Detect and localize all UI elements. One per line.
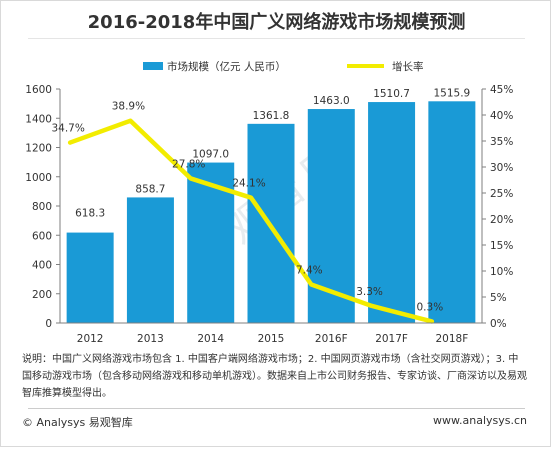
- combo-chart: 0 200 400 600 800 1000 1200 1400 1600 0% 5% 10% 15%…: [25, 60, 513, 345]
- chart-title: 2016-2018年中国广义网络游戏市场规模预测: [87, 12, 466, 33]
- x-tick-label: 2012: [77, 333, 104, 345]
- growth-line: [67, 118, 435, 324]
- x-tick-label: 2014: [197, 333, 224, 345]
- right-tick-label: 30%: [490, 162, 513, 174]
- growth-value-label: 38.9%: [112, 101, 145, 113]
- left-tick-label: 800: [32, 201, 52, 213]
- right-tick-label: 0%: [490, 318, 507, 330]
- bar-value-label: 1463.0: [313, 95, 350, 107]
- growth-value-label: 3.3%: [356, 286, 383, 298]
- bar-series: 618.3 858.7 1097.0 1361.8 1463.0 1510.7 1515.9: [66, 87, 476, 324]
- x-tick-label: 2015: [258, 333, 285, 345]
- left-tick-label: 600: [32, 230, 52, 242]
- legend-line-label: 增长率: [392, 60, 424, 73]
- bar-value-label: 1097.0: [192, 149, 229, 161]
- bar-value-label: 858.7: [135, 183, 165, 195]
- source-credit: © Analysys 易观智库: [22, 416, 133, 429]
- left-tick-label: 200: [32, 289, 52, 301]
- right-tick-label: 40%: [490, 110, 513, 122]
- x-tick-label: 2013: [137, 333, 164, 345]
- right-tick-label: 5%: [490, 292, 507, 304]
- footer-divider: [28, 408, 525, 409]
- bar: [368, 102, 416, 324]
- growth-value-label: 0.3%: [417, 301, 444, 313]
- bar-value-label: 1510.7: [373, 88, 410, 100]
- bar-value-label: 618.3: [75, 208, 105, 220]
- right-tick-label: 35%: [490, 136, 513, 148]
- x-tick-label: 2016F: [315, 333, 348, 345]
- x-axis: 2012 2013 2014 2015 2016F 2017F 2018F: [60, 322, 482, 345]
- bar-value-label: 1361.8: [253, 110, 290, 122]
- bar: [66, 232, 114, 323]
- left-tick-label: 400: [32, 260, 52, 272]
- bar: [428, 101, 476, 323]
- source-website: www.analysys.cn: [433, 414, 527, 427]
- left-tick-label: 1400: [25, 113, 52, 125]
- left-tick-label: 1200: [25, 143, 52, 155]
- right-tick-label: 15%: [490, 240, 513, 252]
- footnote: 说明：中国广义网络游戏市场包含 1. 中国客户端网络游戏市场；2. 中国网页游戏…: [22, 354, 527, 399]
- x-tick-label: 2018F: [435, 333, 468, 345]
- bar: [126, 197, 174, 323]
- legend: 市场规模（亿元 人民币） 增长率: [143, 60, 424, 73]
- line-series: 34.7% 38.9% 27.8% 24.1% 7.4% 3.3% 0.3%: [51, 101, 444, 324]
- growth-value-label: 7.4%: [296, 265, 323, 277]
- title-divider: [28, 38, 525, 39]
- bar-value-label: 1515.9: [433, 87, 470, 99]
- left-tick-label: 1000: [25, 172, 52, 184]
- legend-bar-label: 市场规模（亿元 人民币）: [167, 60, 286, 73]
- right-tick-label: 25%: [490, 188, 513, 200]
- growth-value-label: 34.7%: [51, 123, 84, 135]
- right-axis: 0% 5% 10% 15% 20% 25% 30% 35% 40% 45%: [481, 84, 513, 330]
- left-tick-label: 0: [45, 318, 52, 330]
- right-tick-label: 20%: [490, 214, 513, 226]
- x-tick-label: 2017F: [375, 333, 408, 345]
- left-axis: 0 200 400 600 800 1000 1200 1400 1600: [25, 84, 61, 330]
- growth-value-label: 27.8%: [172, 158, 205, 170]
- left-tick-label: 1600: [25, 84, 52, 96]
- legend-bar-swatch: [143, 62, 163, 70]
- growth-value-label: 24.1%: [232, 178, 265, 190]
- right-tick-label: 10%: [490, 266, 513, 278]
- right-tick-label: 45%: [490, 84, 513, 96]
